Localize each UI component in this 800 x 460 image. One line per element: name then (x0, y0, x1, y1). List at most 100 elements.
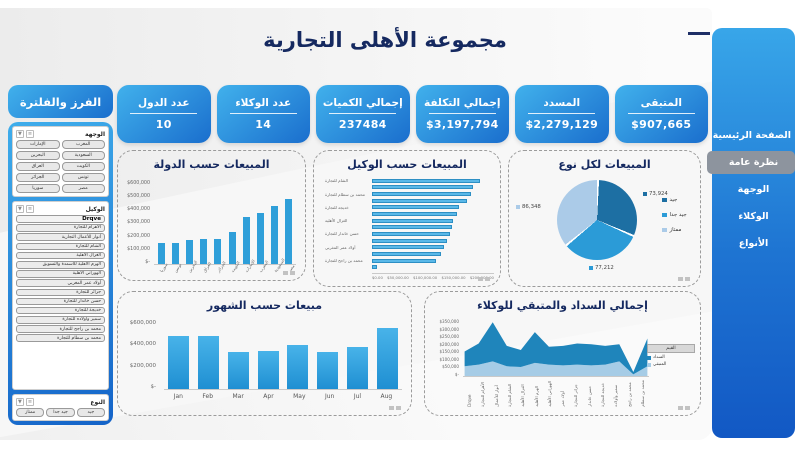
agent-filter-button[interactable]: Drqve (16, 215, 105, 223)
axis-tick: أولاد عمر المغربي (325, 244, 356, 250)
axis-tick: $400,000 (129, 341, 156, 348)
month-bar (168, 336, 190, 389)
sidebar-item-destination[interactable]: الوجهة (737, 184, 770, 195)
axis-tick: محمد بن راجح (626, 382, 632, 407)
kpi-value: $907,665 (631, 118, 692, 131)
axis-tick: الهرم الأهلية (533, 385, 539, 407)
axis-tick: سوريا (158, 261, 169, 274)
axis-tick: $300,000 (439, 326, 459, 332)
agent-bar (372, 258, 436, 263)
kpi-label: عدد الوكلاء (235, 97, 292, 109)
country-y-axis: $600,000 $500,000 $400,000 $300,000 $200,000… (122, 181, 150, 265)
agent-bar (372, 245, 444, 250)
axis-tick: سمير وأولاده (613, 384, 619, 407)
destination-filter-button[interactable]: المغرب (61, 140, 105, 149)
agent-bar (372, 192, 471, 196)
axis-tick: أنوار للأعمال (493, 385, 499, 407)
axis-tick: $600,000 (129, 320, 156, 326)
agent-filter-button[interactable]: الأهرام للتجارة (16, 224, 105, 232)
country-bar (256, 213, 264, 264)
axis-tick: $200,000 (129, 362, 156, 369)
agent-filter-button[interactable]: أولاد عمر المغربي (16, 279, 105, 287)
paid-remaining-card: إجمالي السداد والمتبقي للوكلاء $350,000 $… (424, 291, 701, 416)
destination-filter-button[interactable]: السعودية (61, 151, 105, 160)
axis-tick: تونس (172, 262, 183, 274)
pie-label-verygood: 77,212 (589, 265, 614, 271)
sidebar-item-agents[interactable]: الوكلاء (738, 211, 769, 222)
axis-tick: محمد بن راجح للتجارة (325, 258, 363, 264)
sidebar-item-types[interactable]: الأنواع (738, 238, 769, 249)
sidebar-item-overview[interactable]: نظرة عامة (707, 151, 795, 174)
type-filter-button[interactable]: جيد (76, 408, 105, 417)
agent-filter-button[interactable]: سمير وأولاده للتجارة (16, 316, 105, 324)
destination-filter-button[interactable]: سوريا (16, 184, 60, 193)
agent-filter-button[interactable]: أنوار للأعمال التجارية (16, 233, 105, 241)
agent-filter-button[interactable]: الغزال الأهلية (16, 251, 105, 260)
destination-filter-button[interactable]: الجزائر (16, 173, 60, 182)
months-y-axis: $600,000 $400,000 $200,000 $- (124, 320, 156, 390)
country-bar (185, 239, 193, 264)
agent-bar-row (322, 225, 494, 230)
agent-bar (372, 251, 441, 256)
type-filter-button[interactable]: جيد جدا (46, 408, 75, 417)
axis-tick: $600,000 (127, 181, 150, 186)
destination-buttons: المغرب الإمارات السعودية البحرين الكويت العرا… (16, 140, 105, 193)
agent-slicer-header: الوكيل ≡ ▼ (16, 205, 105, 213)
destination-filter-button[interactable]: تونس (61, 173, 105, 182)
sidebar-item-home[interactable]: الصفحة الرئيسية (712, 130, 791, 141)
agent-filter-button[interactable]: الهوراني الأهلية (16, 270, 105, 278)
agent-filter-button[interactable]: الشام للتجارة (16, 242, 105, 251)
axis-tick: الجزائر (215, 260, 227, 274)
agent-bar-row: الغزال الأهلية (322, 218, 494, 223)
axis-tick: Apr (263, 393, 274, 400)
clear-filter-icon[interactable]: ▼ (16, 398, 24, 406)
axis-tick: Drqve (467, 394, 473, 407)
type-buttons: جيد جيد جدا ممتاز (16, 408, 105, 417)
sidebar: الصفحة الرئيسية نظرة عامة الوجهة الوكلاء الأ… (707, 28, 795, 438)
clear-filter-icon[interactable]: ▼ (16, 130, 24, 138)
kpi-divider (528, 113, 596, 114)
destination-filter-button[interactable]: الكويت (61, 162, 105, 171)
month-bar (198, 336, 220, 389)
type-filter-button[interactable]: ممتاز (16, 408, 45, 417)
area-legend-item: المتبقي (647, 362, 695, 367)
country-bars (154, 181, 296, 265)
kpi-value: 14 (255, 118, 272, 131)
kpi-label: إجمالي التكلفة (423, 97, 501, 109)
kpi-card-paid: المسدد $2,279,129 (515, 85, 609, 143)
agent-filter-button[interactable]: الهرم الأهلية للأسمدة والتسويق (16, 260, 105, 269)
axis-tick: خديجة للتجارة (325, 204, 349, 210)
agent-bar-row: محمد بن سطام للتجارة (322, 191, 494, 197)
multiselect-icon[interactable]: ≡ (25, 398, 35, 406)
country-bar (200, 239, 208, 264)
agent-bar (372, 231, 450, 236)
decor-dash (688, 32, 710, 35)
kpi-divider (229, 113, 297, 114)
multiselect-icon[interactable]: ≡ (25, 130, 35, 138)
agent-filter-button[interactable]: حسن خاندار للتجارة (16, 297, 105, 306)
axis-tick: الغزال الأهلية (325, 218, 348, 224)
destination-filter-button[interactable]: الإمارات (16, 140, 60, 149)
multiselect-icon[interactable]: ≡ (25, 205, 35, 213)
agent-filter-button[interactable]: محمد بن سطام للتجارة (16, 334, 105, 343)
agent-bar (372, 211, 458, 216)
axis-tick: May (293, 393, 306, 400)
agent-filter-button[interactable]: جزائر للتجارة (16, 288, 105, 297)
axis-tick: $50,000 (442, 364, 459, 370)
destination-filter-button[interactable]: العراق (16, 162, 60, 171)
axis-tick: Feb (202, 393, 214, 400)
country-bar (228, 232, 236, 264)
destination-filter-button[interactable]: البحرين (16, 151, 60, 160)
axis-tick: الشام للتجارة (325, 178, 348, 184)
clear-filter-icon[interactable]: ▼ (16, 205, 24, 213)
country-bar (242, 216, 250, 264)
destination-filter-button[interactable]: مصر (61, 184, 105, 193)
agent-bar-row (322, 238, 494, 243)
pie-label-good: 73,924 (643, 191, 668, 197)
kpi-value: $3,197,794 (425, 118, 499, 131)
agent-bar-row (322, 211, 494, 216)
agent-filter-button[interactable]: خديجة للتجارة (16, 306, 105, 315)
axis-tick: Jan (173, 393, 183, 400)
agent-filter-button[interactable]: محمد بن راجح للتجارة (16, 325, 105, 333)
kpi-label: المتبقى (640, 97, 682, 109)
